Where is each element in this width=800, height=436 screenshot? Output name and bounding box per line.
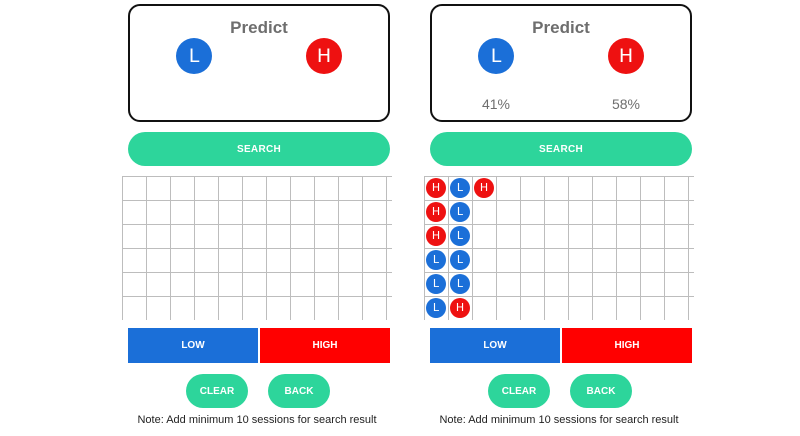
high-prediction-badge: H [608, 38, 644, 74]
high-button[interactable]: HIGH [562, 328, 692, 363]
predict-title: Predict [532, 18, 590, 37]
screen-empty: Predict L H SEARCH LOW HIGH CLEAR BACK N… [122, 0, 392, 436]
predict-panel: Predict L H 41% 58% [430, 4, 692, 122]
low-prediction-badge: L [478, 38, 514, 74]
high-entry-badge: H [426, 226, 446, 246]
back-button[interactable]: BACK [268, 374, 330, 408]
high-entry-badge: H [426, 202, 446, 222]
back-button[interactable]: BACK [570, 374, 632, 408]
low-percentage: 41% [481, 96, 511, 112]
low-entry-badge: L [426, 274, 446, 294]
high-entry-badge: H [426, 178, 446, 198]
note-text: Note: Add minimum 10 sessions for search… [137, 414, 377, 426]
low-entry-badge: L [426, 298, 446, 318]
high-prediction-badge: H [306, 38, 342, 74]
clear-button[interactable]: CLEAR [488, 374, 550, 408]
low-entry-badge: L [450, 202, 470, 222]
low-entry-badge: L [450, 226, 470, 246]
high-entry-badge: H [474, 178, 494, 198]
low-entry-badge: L [450, 178, 470, 198]
clear-button[interactable]: CLEAR [186, 374, 248, 408]
search-button[interactable]: SEARCH [128, 132, 390, 166]
predict-panel: Predict L H [128, 4, 390, 122]
predict-title: Predict [230, 18, 288, 37]
high-button[interactable]: HIGH [260, 328, 390, 363]
high-entry-badge: H [450, 298, 470, 318]
note-text: Note: Add minimum 10 sessions for search… [439, 414, 679, 426]
low-prediction-badge: L [176, 38, 212, 74]
session-grid [122, 176, 392, 320]
low-button[interactable]: LOW [128, 328, 258, 363]
search-button[interactable]: SEARCH [430, 132, 692, 166]
low-button[interactable]: LOW [430, 328, 560, 363]
low-entry-badge: L [426, 250, 446, 270]
high-percentage: 58% [611, 96, 641, 112]
low-entry-badge: L [450, 250, 470, 270]
low-entry-badge: L [450, 274, 470, 294]
